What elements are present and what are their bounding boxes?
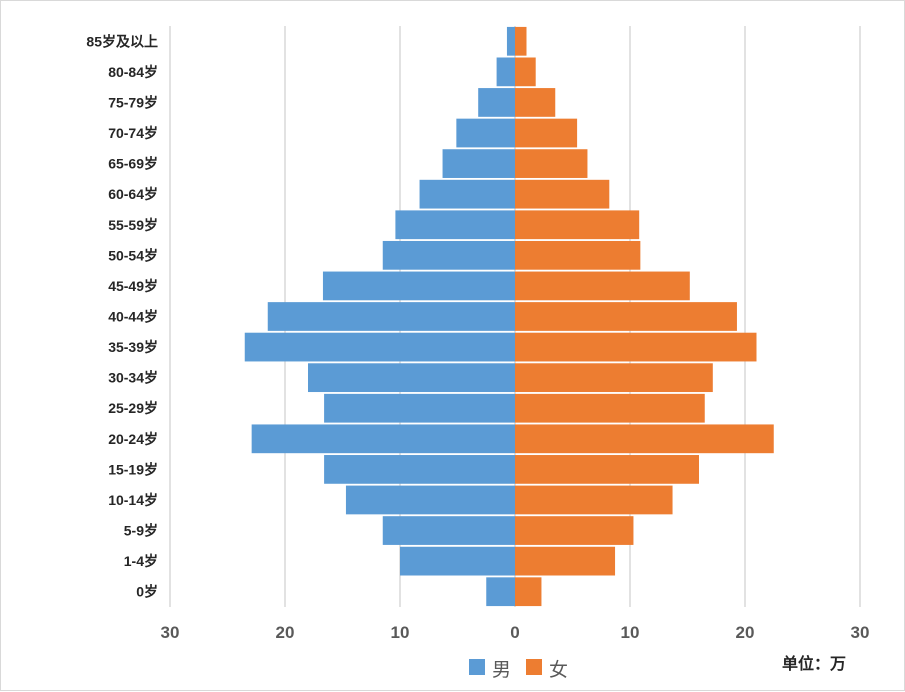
category-label: 10-14岁 <box>108 492 158 508</box>
category-label: 15-19岁 <box>108 461 158 477</box>
male-bar <box>382 240 515 270</box>
female-bar <box>515 363 713 393</box>
female-bar <box>515 546 616 576</box>
male-bar <box>506 26 515 56</box>
category-label: 20-24岁 <box>108 431 158 447</box>
female-bar <box>515 455 699 484</box>
female-bar <box>515 485 673 515</box>
legend-label-female: 女 <box>549 659 568 681</box>
male-bar <box>400 546 515 576</box>
male-bar <box>382 516 515 545</box>
male-bar <box>324 455 515 484</box>
x-tick-label: 20 <box>276 623 295 642</box>
category-label: 85岁及以上 <box>86 33 158 49</box>
male-bar <box>251 424 515 454</box>
female-bar <box>515 240 641 270</box>
female-bar <box>515 271 690 301</box>
legend-swatch-male <box>469 659 485 675</box>
male-bar <box>324 393 515 423</box>
x-tick-label: 10 <box>391 623 410 642</box>
male-bar <box>496 57 515 87</box>
female-bar <box>515 424 774 454</box>
male-bar <box>308 363 515 393</box>
category-label: 75-79岁 <box>108 94 158 110</box>
x-tick-label: 0 <box>510 623 519 642</box>
category-labels: 0岁 1-4岁 5-9岁 10-14岁 15-19岁 20-24岁 25-29岁 30-34岁… <box>86 33 158 599</box>
category-label: 35-39岁 <box>108 339 158 355</box>
category-label: 40-44岁 <box>108 309 158 325</box>
female-bar <box>515 393 705 423</box>
category-label: 65-69岁 <box>108 156 158 172</box>
male-bar <box>456 118 515 148</box>
legend: 男 女 <box>469 659 568 681</box>
unit-label: 单位：万 <box>782 654 846 673</box>
female-bar <box>515 577 542 607</box>
x-tick-label: 30 <box>161 623 180 642</box>
female-bar <box>515 516 634 545</box>
category-label: 30-34岁 <box>108 370 158 386</box>
x-tick-label: 30 <box>851 623 870 642</box>
female-bar <box>515 332 757 362</box>
bars <box>244 26 774 607</box>
category-label: 80-84岁 <box>108 64 158 80</box>
female-bar <box>515 210 640 240</box>
female-bar <box>515 179 610 209</box>
category-label: 70-74岁 <box>108 125 158 141</box>
category-label: 55-59岁 <box>108 217 158 233</box>
female-bar <box>515 118 578 148</box>
category-label: 5-9岁 <box>124 523 158 539</box>
category-label: 25-29岁 <box>108 400 158 416</box>
category-label: 50-54岁 <box>108 247 158 263</box>
male-bar <box>395 210 515 240</box>
male-bar <box>322 271 515 301</box>
male-bar <box>442 149 515 178</box>
x-tick-labels: 30 20 10 0 10 20 30 <box>161 623 870 642</box>
male-bar <box>345 485 515 515</box>
category-label: 45-49岁 <box>108 278 158 294</box>
male-bar <box>419 179 515 209</box>
category-label: 1-4岁 <box>124 553 158 569</box>
male-bar <box>244 332 515 362</box>
female-bar <box>515 88 556 117</box>
male-bar <box>267 302 515 331</box>
female-bar <box>515 57 536 87</box>
female-bar <box>515 302 737 331</box>
male-bar <box>478 88 515 117</box>
male-bar <box>486 577 515 607</box>
category-label: 0岁 <box>136 584 158 600</box>
female-bar <box>515 26 527 56</box>
x-tick-label: 10 <box>621 623 640 642</box>
category-label: 60-64岁 <box>108 186 158 202</box>
legend-label-male: 男 <box>492 659 511 681</box>
x-tick-label: 20 <box>736 623 755 642</box>
female-bar <box>515 149 588 178</box>
legend-swatch-female <box>526 659 542 675</box>
